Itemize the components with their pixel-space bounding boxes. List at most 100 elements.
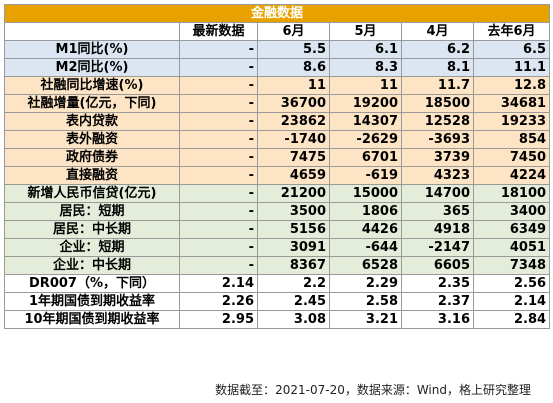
cell-may: 15000 <box>329 184 402 203</box>
cell-latest: 2.95 <box>179 310 258 329</box>
table-row: 居民：短期 -3500 1806 365 3400 <box>4 202 551 221</box>
cell-last-year-jun: 7450 <box>472 148 551 167</box>
cell-apr: 2.37 <box>401 292 474 311</box>
cell-last-year-jun: 6.5 <box>472 40 551 59</box>
cell-apr: 2.35 <box>401 274 474 293</box>
cell-may: 2.58 <box>329 292 402 311</box>
cell-may: -2629 <box>329 130 402 149</box>
cell-last-year-jun: 4224 <box>472 166 551 185</box>
cell-last-year-jun: 4051 <box>472 238 551 257</box>
column-header: 4月 <box>401 22 474 41</box>
cell-last-year-jun: 19233 <box>472 112 551 131</box>
source-footnote: 数据截至：2021-07-20，数据来源：Wind，格上研究整理 <box>215 383 531 397</box>
cell-jun: 2.45 <box>257 292 330 311</box>
cell-may: 6528 <box>329 256 402 275</box>
row-label: 表外融资 <box>4 130 180 149</box>
row-label: 新增人民币信贷(亿元) <box>4 184 180 203</box>
cell-may: 11 <box>329 76 402 95</box>
cell-jun: 3.08 <box>257 310 330 329</box>
cell-jun: 5.5 <box>257 40 330 59</box>
cell-may: 4426 <box>329 220 402 239</box>
cell-latest: - <box>179 220 258 239</box>
row-label: 表内贷款 <box>4 112 180 131</box>
cell-apr: -2147 <box>401 238 474 257</box>
cell-jun: 36700 <box>257 94 330 113</box>
cell-may: 6.1 <box>329 40 402 59</box>
cell-may: 1806 <box>329 202 402 221</box>
cell-latest: - <box>179 148 258 167</box>
cell-apr: 12528 <box>401 112 474 131</box>
cell-apr: 4323 <box>401 166 474 185</box>
cell-last-year-jun: 7348 <box>472 256 551 275</box>
cell-latest: - <box>179 58 258 77</box>
cell-may: 14307 <box>329 112 402 131</box>
table-row: 居民：中长期 -5156 4426 4918 6349 <box>4 220 551 239</box>
cell-last-year-jun: 2.84 <box>472 310 551 329</box>
cell-last-year-jun: 3400 <box>472 202 551 221</box>
cell-may: 8.3 <box>329 58 402 77</box>
column-header <box>4 22 180 41</box>
column-header: 5月 <box>329 22 402 41</box>
cell-last-year-jun: 34681 <box>472 94 551 113</box>
table-header-row: 最新数据 6月 5月 4月 去年6月 <box>4 22 551 41</box>
cell-may: 19200 <box>329 94 402 113</box>
cell-latest: - <box>179 76 258 95</box>
column-header: 最新数据 <box>179 22 258 41</box>
cell-may: 2.29 <box>329 274 402 293</box>
table-row: 1年期国债到期收益率 2.26 2.45 2.58 2.37 2.14 <box>4 292 551 311</box>
cell-last-year-jun: 18100 <box>472 184 551 203</box>
table-row: 社融增量(亿元，下同) -36700 19200 18500 34681 <box>4 94 551 113</box>
table-row: 企业：中长期 -8367 6528 6605 7348 <box>4 256 551 275</box>
row-label: 社融同比增速(%) <box>4 76 180 95</box>
table-row: DR007（%，下同） 2.14 2.2 2.29 2.35 2.56 <box>4 274 551 293</box>
row-label: M2同比(%) <box>4 58 180 77</box>
cell-last-year-jun: 854 <box>472 130 551 149</box>
cell-may: -619 <box>329 166 402 185</box>
cell-latest: - <box>179 94 258 113</box>
cell-latest: - <box>179 40 258 59</box>
cell-latest: 2.14 <box>179 274 258 293</box>
cell-last-year-jun: 2.14 <box>472 292 551 311</box>
row-label: 社融增量(亿元，下同) <box>4 94 180 113</box>
cell-apr: -3693 <box>401 130 474 149</box>
cell-apr: 8.1 <box>401 58 474 77</box>
table-row: 新增人民币信贷(亿元) -21200 15000 14700 18100 <box>4 184 551 203</box>
cell-jun: 5156 <box>257 220 330 239</box>
cell-last-year-jun: 6349 <box>472 220 551 239</box>
cell-latest: - <box>179 256 258 275</box>
cell-latest: 2.26 <box>179 292 258 311</box>
cell-jun: 4659 <box>257 166 330 185</box>
cell-apr: 3739 <box>401 148 474 167</box>
cell-jun: 8.6 <box>257 58 330 77</box>
cell-apr: 18500 <box>401 94 474 113</box>
cell-apr: 14700 <box>401 184 474 203</box>
column-header: 去年6月 <box>472 22 551 41</box>
table-row: M1同比(%) -5.5 6.1 6.2 6.5 <box>4 40 551 59</box>
cell-latest: - <box>179 184 258 203</box>
row-label: 直接融资 <box>4 166 180 185</box>
column-header: 6月 <box>257 22 330 41</box>
cell-apr: 365 <box>401 202 474 221</box>
cell-jun: 11 <box>257 76 330 95</box>
cell-apr: 6.2 <box>401 40 474 59</box>
cell-apr: 11.7 <box>401 76 474 95</box>
table-row: 社融同比增速(%) -11 11 11.7 12.8 <box>4 76 551 95</box>
row-label: 企业：短期 <box>4 238 180 257</box>
cell-last-year-jun: 11.1 <box>472 58 551 77</box>
cell-may: -644 <box>329 238 402 257</box>
table-title: 金融数据 <box>3 4 551 23</box>
row-label: 1年期国债到期收益率 <box>4 292 180 311</box>
table-row: 表外融资 - -1740 -2629 -3693 854 <box>4 130 551 149</box>
table-title-row: 金融数据 <box>3 4 551 23</box>
table-row: M2同比(%) -8.6 8.3 8.1 11.1 <box>4 58 551 77</box>
cell-jun: 7475 <box>257 148 330 167</box>
row-label: 居民：短期 <box>4 202 180 221</box>
cell-jun: 21200 <box>257 184 330 203</box>
cell-jun: 2.2 <box>257 274 330 293</box>
table-row: 政府债券 -7475 6701 3739 7450 <box>4 148 551 167</box>
cell-jun: 23862 <box>257 112 330 131</box>
cell-apr: 4918 <box>401 220 474 239</box>
cell-may: 3.21 <box>329 310 402 329</box>
cell-last-year-jun: 2.56 <box>472 274 551 293</box>
